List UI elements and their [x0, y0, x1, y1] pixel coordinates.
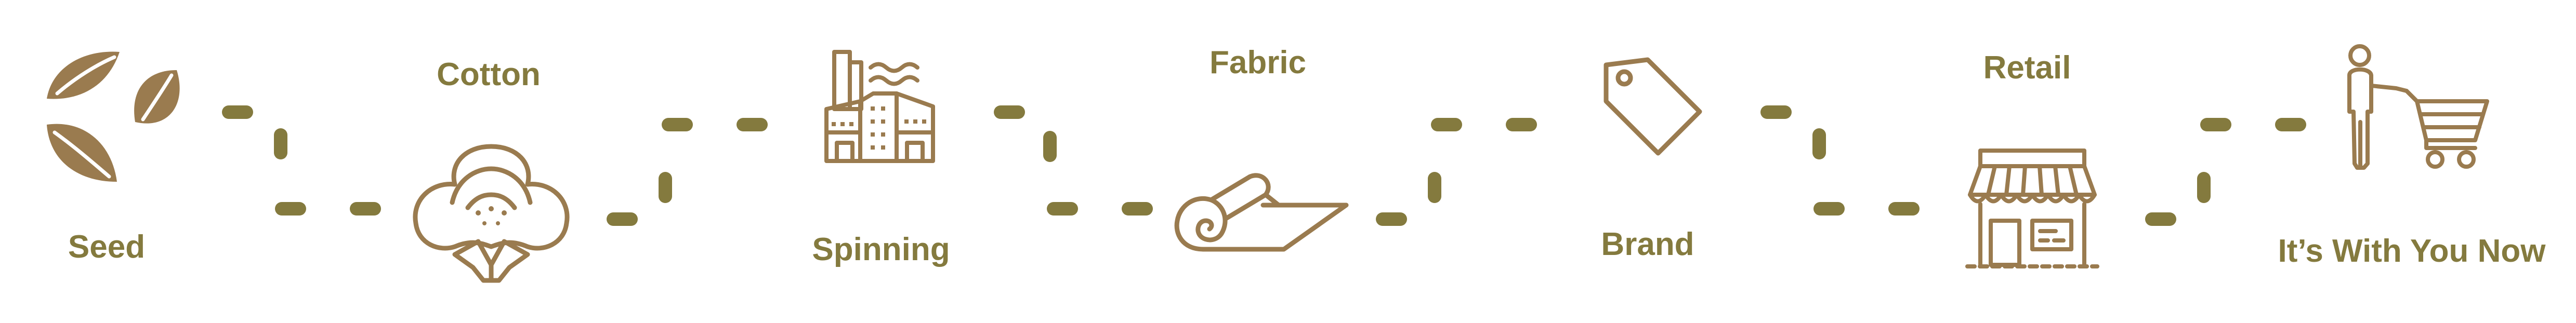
connector-retail-shopper	[2145, 118, 2315, 226]
step-label-its-with-you-now: It’s With You Now	[2278, 233, 2546, 269]
storefront-icon	[1965, 149, 2099, 268]
shopper-cart-icon	[2347, 44, 2489, 170]
connector-cotton-spinning	[607, 118, 776, 226]
step-label-retail: Retail	[1983, 50, 2071, 86]
connector-spinning-fabric	[994, 105, 1161, 216]
step-label-brand: Brand	[1601, 226, 1694, 262]
step-label-cotton: Cotton	[437, 57, 541, 92]
step-label-spinning: Spinning	[812, 232, 950, 267]
fabric-roll-icon	[1174, 173, 1349, 252]
connector-seed-cotton	[222, 105, 391, 216]
connector-brand-retail	[1760, 105, 1930, 216]
cotton-boll-icon	[413, 144, 570, 283]
price-tag-icon	[1604, 57, 1702, 156]
step-label-seed: Seed	[68, 229, 146, 265]
factory-icon	[824, 50, 935, 163]
seeds-icon	[47, 51, 180, 182]
step-label-fabric: Fabric	[1209, 45, 1307, 80]
connector-fabric-brand	[1376, 118, 1545, 226]
